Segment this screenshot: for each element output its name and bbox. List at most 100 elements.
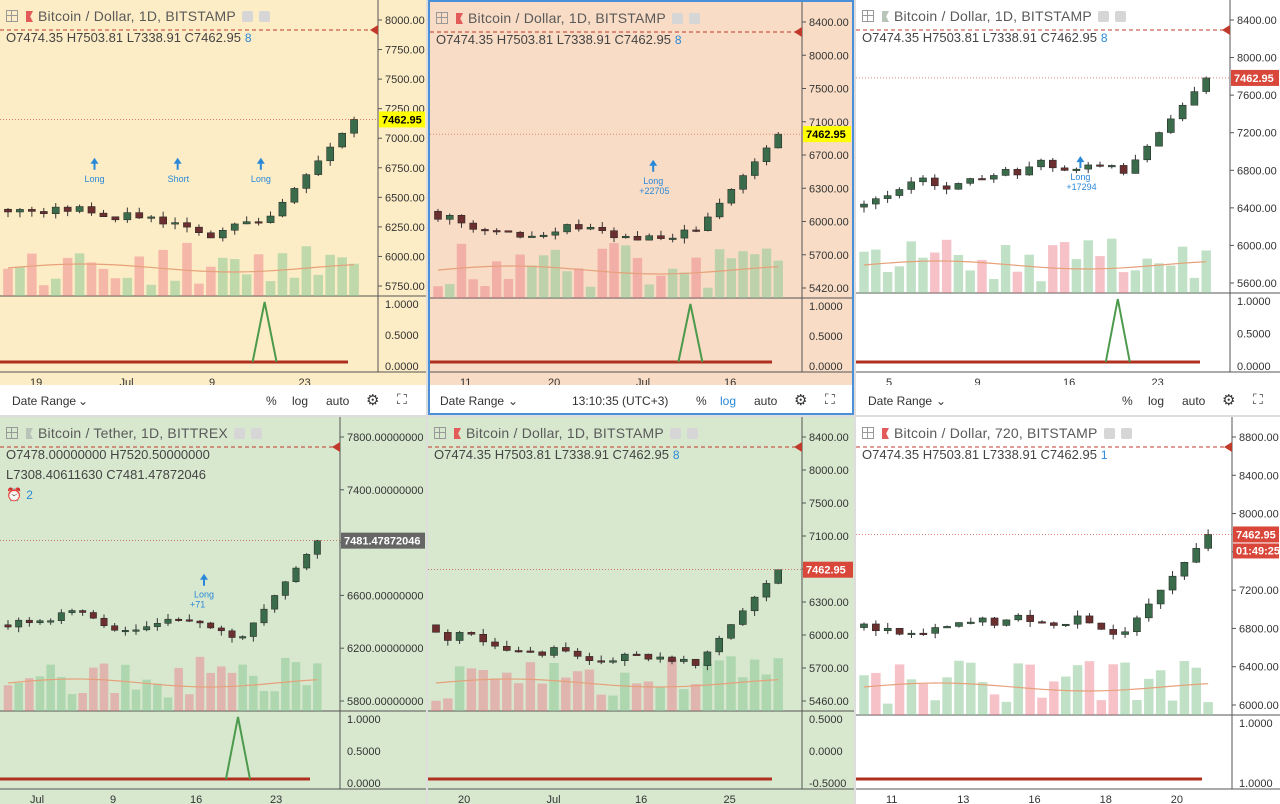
volume-bar xyxy=(574,268,584,298)
candle-body xyxy=(164,618,172,624)
expand-icon[interactable] xyxy=(862,427,874,439)
symbol-title[interactable]: Bitcoin / Dollar, 720, BITSTAMP xyxy=(894,425,1098,441)
chart-panel-5[interactable]: 8400.008000.007500.007100.006700.006300.… xyxy=(428,417,854,804)
candle-body xyxy=(931,627,940,634)
volume-bar xyxy=(110,278,121,296)
candle-body xyxy=(492,230,501,233)
symbol-title[interactable]: Bitcoin / Tether, 1D, BITTREX xyxy=(38,425,228,441)
volume-bar xyxy=(714,249,725,298)
percent-toggle[interactable]: % xyxy=(696,394,707,408)
alert-badge[interactable]: 2 xyxy=(26,488,33,502)
expand-icon[interactable] xyxy=(434,427,446,439)
price-tag: 7462.95 xyxy=(806,565,846,577)
gear-icon[interactable]: ⚙ xyxy=(794,392,808,409)
ohlc-values: O7474.35 H7503.81 L7338.91 C7462.95 1 xyxy=(862,447,1108,462)
eye-mini-icon[interactable] xyxy=(258,11,270,22)
symbol-title[interactable]: Bitcoin / Dollar, 1D, BITSTAMP xyxy=(466,425,664,441)
volume-bar xyxy=(882,703,893,715)
volume-bar xyxy=(690,684,701,711)
expand-icon[interactable] xyxy=(6,427,18,439)
symbol-title[interactable]: Bitcoin / Dollar, 1D, BITSTAMP xyxy=(468,10,666,26)
eye-mini-icon[interactable] xyxy=(1114,11,1126,22)
gear-icon[interactable]: ⚙ xyxy=(366,392,380,409)
auto-toggle[interactable]: auto xyxy=(326,394,350,408)
volume-bar xyxy=(206,266,216,296)
percent-toggle[interactable]: % xyxy=(266,394,277,408)
volume-bar xyxy=(977,682,988,715)
symbol-title[interactable]: Bitcoin / Dollar, 1D, BITSTAMP xyxy=(894,8,1092,24)
symbol-title[interactable]: Bitcoin / Dollar, 1D, BITSTAMP xyxy=(38,8,236,24)
settings-mini-icon[interactable] xyxy=(669,428,681,439)
y-axis-label: 5420.00 xyxy=(809,283,849,295)
volume-bar xyxy=(227,672,237,711)
fullscreen-icon[interactable]: ⛶ xyxy=(1253,391,1263,407)
log-toggle[interactable]: log xyxy=(720,394,737,408)
chart-panel-4[interactable]: 7800.000000007400.000000007000.000000006… xyxy=(0,417,426,804)
candle-body xyxy=(432,624,440,633)
alert-badge[interactable]: 8 xyxy=(672,448,680,462)
volume-bar xyxy=(749,659,760,711)
eye-mini-icon[interactable] xyxy=(250,428,262,439)
indicator-spike xyxy=(251,301,278,363)
chevron-down-icon[interactable]: ⌄ xyxy=(936,394,947,408)
chevron-down-icon[interactable]: ⌄ xyxy=(78,394,89,408)
chart-panel-1[interactable]: 8000.00 7750.00 7500.00 7250.00 7000.00 6750.… xyxy=(0,0,426,415)
log-toggle[interactable]: log xyxy=(292,394,309,408)
settings-mini-icon[interactable] xyxy=(1103,428,1115,439)
volume-bar xyxy=(644,284,654,298)
gear-icon[interactable]: ⚙ xyxy=(1222,392,1236,409)
alert-badge[interactable]: 1 xyxy=(1100,448,1108,462)
panel-1-header: Bitcoin / Dollar, 1D, BITSTAMP xyxy=(6,8,270,24)
bottom-toolbar: Date Range ⌄ 13:10:35 (UTC+3) % log auto… xyxy=(430,385,852,413)
x-axis-label: 20 xyxy=(458,794,470,804)
volume-bar xyxy=(253,254,264,296)
signal-label: Short xyxy=(168,174,190,184)
expand-icon[interactable] xyxy=(862,10,874,22)
volume-bar xyxy=(39,285,49,296)
candle-body xyxy=(1144,603,1153,619)
expand-icon[interactable] xyxy=(6,10,18,22)
auto-toggle[interactable]: auto xyxy=(754,394,778,408)
alert-badge[interactable]: 8 xyxy=(244,31,252,45)
chart-panel-3[interactable]: 8400.00 8000.00 7600.00 7200.00 6800.00 6400.… xyxy=(856,0,1280,415)
fullscreen-icon[interactable]: ⛶ xyxy=(397,391,407,407)
candle-body xyxy=(943,626,951,629)
chevron-down-icon[interactable]: ⌄ xyxy=(508,394,519,408)
candle-body xyxy=(89,612,97,619)
volume-bar xyxy=(456,243,467,298)
candle-body xyxy=(919,632,928,635)
volume-bar xyxy=(131,689,141,711)
date-range-button[interactable]: Date Range xyxy=(12,394,77,408)
indicator-axis-label: 0.0000 xyxy=(1237,361,1271,373)
date-range-button[interactable]: Date Range xyxy=(868,394,933,408)
indicator-axis-label: -0.5000 xyxy=(809,778,846,790)
volume-bar xyxy=(1037,697,1047,715)
settings-mini-icon[interactable] xyxy=(241,11,253,22)
chart-panel-6[interactable]: 8800.008400.008000.007600.007200.006800.… xyxy=(856,417,1280,804)
flag-icon xyxy=(26,428,33,439)
settings-mini-icon[interactable] xyxy=(671,13,683,24)
candle-body xyxy=(573,650,582,657)
alert-badge[interactable]: 8 xyxy=(1100,31,1108,45)
volume-bar xyxy=(620,672,630,711)
alert-badge[interactable]: 8 xyxy=(674,33,682,47)
candle-body xyxy=(434,210,442,220)
chart-panel-2[interactable]: 8400.00 8000.00 7500.00 7100.00 6700.00 6300.… xyxy=(428,0,854,415)
auto-toggle[interactable]: auto xyxy=(1182,394,1206,408)
log-toggle[interactable]: log xyxy=(1148,394,1165,408)
eye-mini-icon[interactable] xyxy=(688,13,700,24)
candle-body xyxy=(303,554,311,569)
candle-body xyxy=(207,622,215,629)
date-range-button[interactable]: Date Range xyxy=(440,394,505,408)
settings-mini-icon[interactable] xyxy=(1097,11,1109,22)
candle-body xyxy=(278,201,287,217)
percent-toggle[interactable]: % xyxy=(1122,394,1133,408)
volume-bar xyxy=(643,681,654,711)
eye-mini-icon[interactable] xyxy=(686,428,698,439)
expand-icon[interactable] xyxy=(436,12,448,24)
settings-mini-icon[interactable] xyxy=(233,428,245,439)
eye-mini-icon[interactable] xyxy=(1120,428,1132,439)
price-tag: 7462.95 xyxy=(1236,529,1276,541)
fullscreen-icon[interactable]: ⛶ xyxy=(825,391,835,407)
volume-bar xyxy=(277,253,288,296)
